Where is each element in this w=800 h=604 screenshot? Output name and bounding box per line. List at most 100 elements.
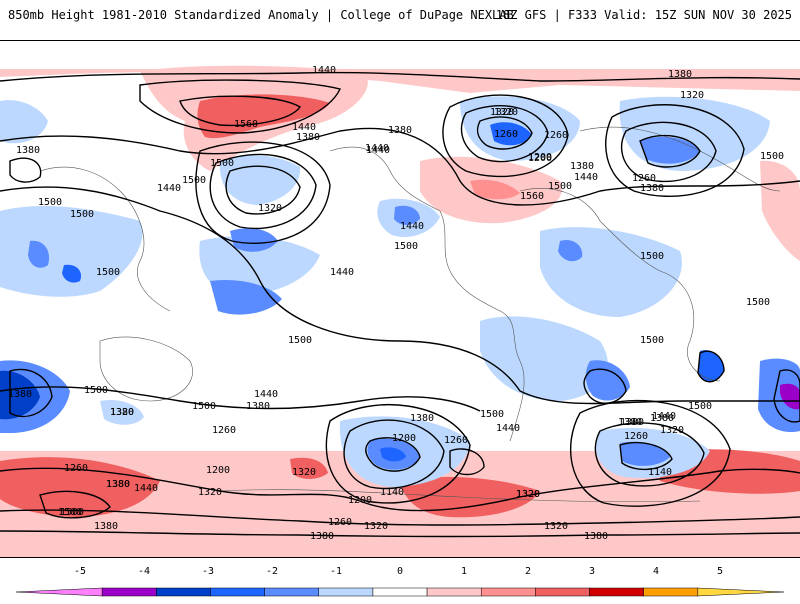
contour-label: 1500 [760, 151, 784, 162]
contour-label: 1560 [234, 119, 258, 130]
contour-label: 1500 [58, 507, 82, 518]
contour-label: 1320 [198, 487, 222, 498]
contour-label: 1380 [16, 145, 40, 156]
contour-label: 1560 [520, 191, 544, 202]
contour-label: 1380 [640, 183, 664, 194]
colorbar-label: 1 [460, 566, 468, 577]
contour-label: 1140 [648, 467, 672, 478]
contour-label: 1380 [618, 417, 642, 428]
contour-label: 1500 [746, 297, 770, 308]
contour-label: 1200 [528, 152, 552, 163]
colorbar-label: 4 [652, 566, 660, 577]
contour-label: 1500 [210, 158, 234, 169]
contour-label: 1440 [652, 411, 676, 422]
colorbar-swatch [480, 587, 536, 597]
contour-label: 1380 [668, 69, 692, 80]
positive-anomaly-regions [0, 65, 800, 557]
colorbar-label: -1 [329, 566, 343, 577]
colorbar-label: 0 [396, 566, 404, 577]
colorbar-swatch [318, 587, 374, 597]
contour-label: 1500 [688, 401, 712, 412]
contour-label: 1260 [328, 517, 352, 528]
contour-label: 1500 [96, 267, 120, 278]
run-info: 18Z GFS | F333 Valid: 15Z SUN NOV 30 202… [495, 8, 792, 22]
colorbar: -5 -4 -3 -2 -1 0 1 2 3 4 5 [0, 566, 800, 600]
colorbar-label: 5 [716, 566, 724, 577]
map-canvas: 1440 1380 1320 1260 1200 1560 1440 1380 … [0, 65, 800, 557]
contour-label: 1380 [410, 413, 434, 424]
colorbar-swatch [426, 587, 482, 597]
contour-label: 1320 [544, 521, 568, 532]
contour-label: 1440 [365, 143, 389, 154]
contour-label: 1320 [364, 521, 388, 532]
contour-label: 1440 [254, 389, 278, 400]
contour-label: 1320 [516, 489, 540, 500]
contour-label: 1140 [380, 487, 404, 498]
contour-label: 1260 [632, 173, 656, 184]
colorbar-label: -4 [137, 566, 151, 577]
colorbar-label: -5 [73, 566, 87, 577]
contour-label: 1320 [292, 467, 316, 478]
contour-label: 1380 [110, 407, 134, 418]
contour-label: 1440 [157, 183, 181, 194]
contour-label: 1500 [84, 385, 108, 396]
contour-label: 1380 [246, 401, 270, 412]
contour-label: 1440 [496, 423, 520, 434]
colorbar-swatch [697, 587, 785, 597]
contour-label: 1320 [110, 407, 134, 418]
contour-label: 1260 [212, 425, 236, 436]
contour-label: 1500 [480, 409, 504, 420]
negative-anomaly-regions [0, 96, 800, 487]
contour-label: 1500 [192, 401, 216, 412]
contour-label: 1260 [64, 463, 88, 474]
contour-label: 1260 [544, 130, 568, 141]
contour-label: 1200 [392, 433, 416, 444]
colorbar-swatch [643, 587, 699, 597]
contour-label: 1380 [570, 161, 594, 172]
contour-label: 1500 [548, 181, 572, 192]
colorbar-label: 3 [588, 566, 596, 577]
contour-label: 1440 [400, 221, 424, 232]
contour-label: 1320 [660, 425, 684, 436]
contour-labels: 1440 1380 1320 1260 1200 1560 1440 1380 … [8, 65, 784, 542]
contour-label: 1500 [38, 197, 62, 208]
contour-label: 1440 [134, 483, 158, 494]
contour-label: 1200 [348, 495, 372, 506]
contour-label: 1260 [624, 431, 648, 442]
colorbar-label: 2 [524, 566, 532, 577]
contour-label: 1320 [680, 90, 704, 101]
colorbar-swatch [15, 587, 103, 597]
contour-label: 1500 [288, 335, 312, 346]
anomaly-map[interactable]: 1440 1380 1320 1260 1200 1560 1440 1380 … [0, 40, 800, 558]
contour-label: 1440 [312, 65, 336, 76]
contour-label: 1380 [388, 125, 412, 136]
contour-label: 1320 [494, 107, 518, 118]
colorbar-swatch [156, 587, 211, 597]
contour-label: 1380 [650, 413, 674, 424]
contour-label: 1320 [258, 203, 282, 214]
colorbar-swatch [264, 587, 320, 597]
contour-label: 1500 [60, 507, 84, 518]
contour-label: 1380 [296, 132, 320, 143]
contour-label: 1380 [8, 389, 32, 400]
contour-label: 1260 [444, 435, 468, 446]
contour-label: 1380 [106, 479, 130, 490]
colorbar-swatch [535, 587, 590, 597]
colorbar-swatch [101, 587, 157, 597]
contour-label: 1500 [640, 335, 664, 346]
contour-label: 1440 [366, 145, 390, 156]
contour-label: 1440 [292, 122, 316, 133]
contour-label: 1200 [528, 153, 552, 164]
contour-label: 1500 [182, 175, 206, 186]
height-contours [0, 71, 800, 538]
contour-label: 1200 [206, 465, 230, 476]
colorbar-label: -3 [201, 566, 215, 577]
colorbar-swatch [589, 587, 644, 597]
contour-label: 1500 [394, 241, 418, 252]
map-title: 850mb Height 1981-2010 Standardized Anom… [8, 8, 514, 22]
contour-label: 1380 [584, 531, 608, 542]
contour-label: 1320 [490, 107, 514, 118]
contour-label: 1380 [310, 531, 334, 542]
contour-label: 1380 [94, 521, 118, 532]
contour-label: 1500 [640, 251, 664, 262]
